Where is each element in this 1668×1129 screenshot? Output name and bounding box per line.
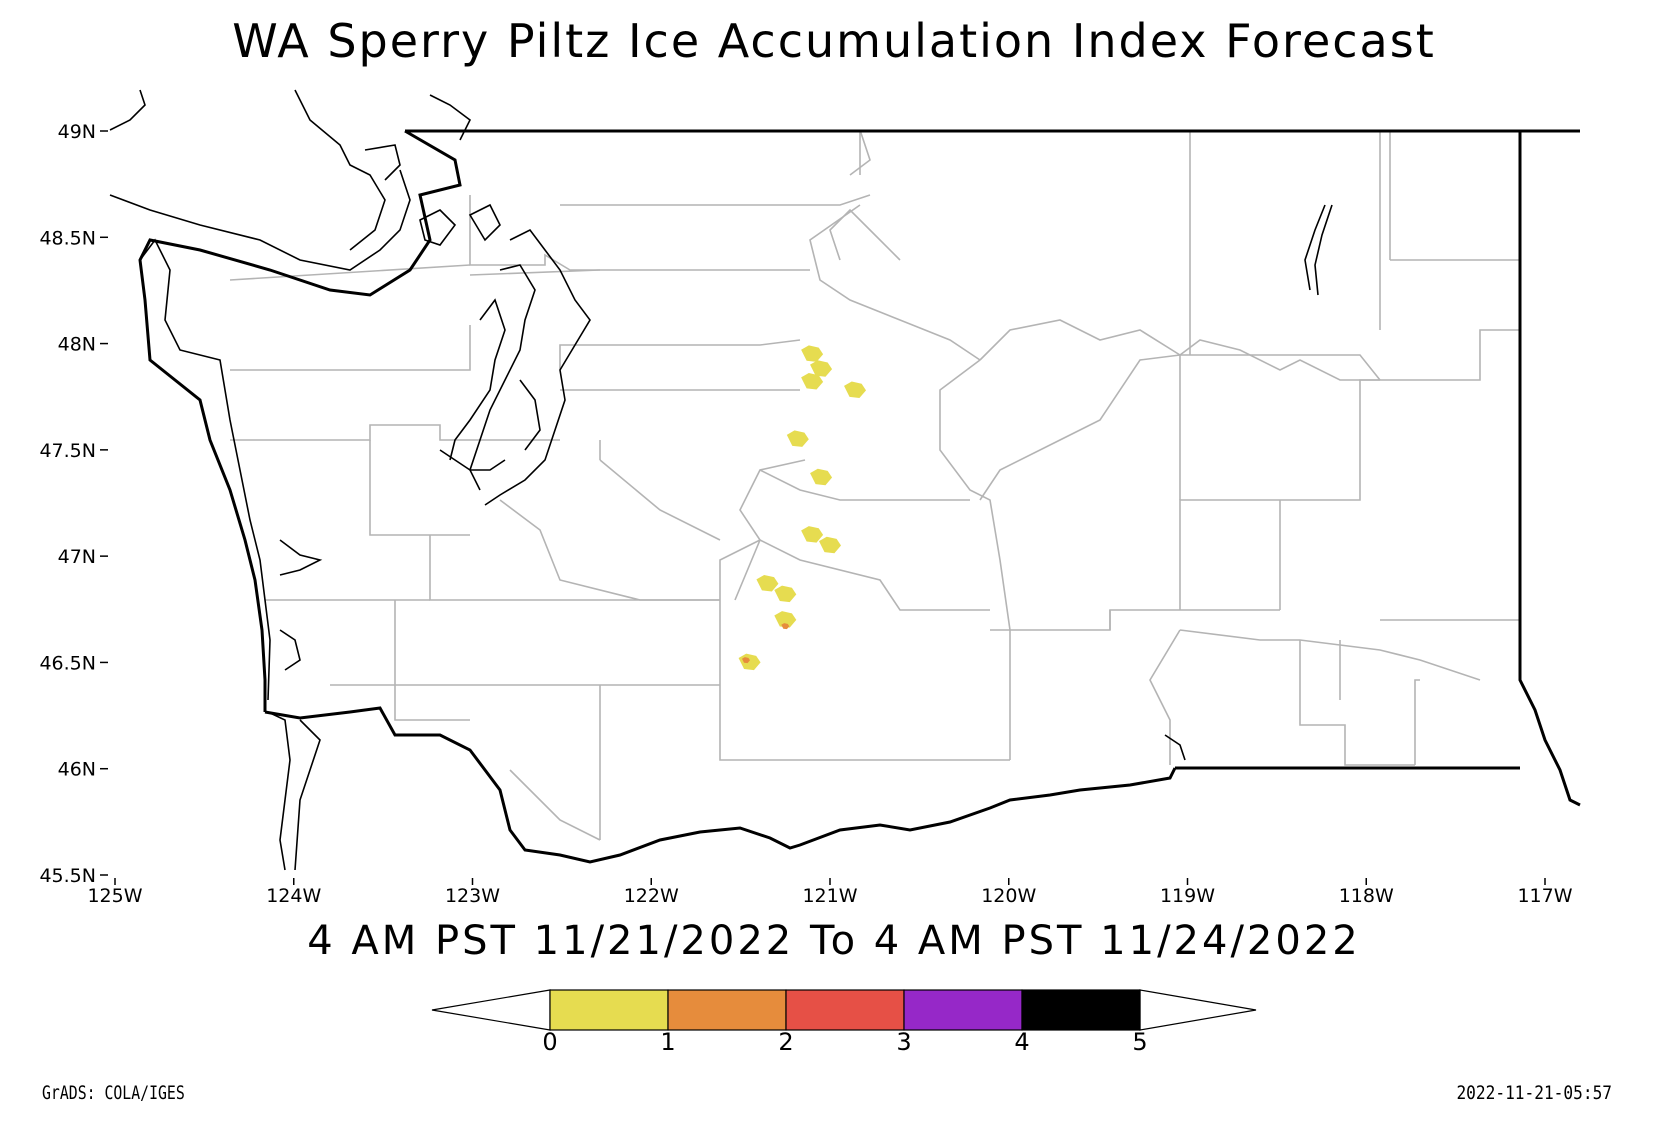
ice-accumulation-patch [801, 345, 824, 362]
ice-accumulation-patch [801, 526, 824, 543]
lon-tick-label: 122W [624, 885, 679, 907]
ice-accumulation-patch [756, 574, 779, 592]
ice-accumulation-patch [786, 430, 809, 447]
colorbar-label: 5 [1132, 1028, 1147, 1056]
software-credit: GrADS: COLA/IGES [42, 1082, 185, 1104]
river-outline [1164, 204, 1333, 761]
lat-tick-label: 46N [58, 759, 96, 781]
ice-accumulation-patch [781, 623, 790, 630]
lat-tick-label: 45.5N [39, 865, 96, 887]
ice-accumulation-patch [774, 585, 797, 603]
colorbar-label: 3 [896, 1028, 911, 1056]
colorbar-swatch [549, 989, 669, 1031]
colorbar-swatch [903, 989, 1023, 1031]
ice-accumulation-patch [741, 657, 750, 664]
colorbar-right-arrow [1139, 989, 1257, 1031]
ice-accumulation-patch [738, 653, 761, 671]
lon-tick-label: 117W [1517, 885, 1572, 907]
lat-tick-label: 47N [58, 546, 96, 568]
lat-tick-label: 48N [58, 334, 96, 356]
map-title: WA Sperry Piltz Ice Accumulation Index F… [232, 14, 1436, 68]
colorbar: 0 1 2 3 4 5 [431, 989, 1257, 1056]
ice-accumulation-patch [810, 360, 833, 377]
colorbar-swatch [785, 989, 905, 1031]
ice-accumulation-patch [801, 373, 824, 390]
coastline [109, 89, 591, 871]
lat-tick-label: 47.5N [39, 440, 96, 462]
lat-tick-label: 46.5N [39, 652, 96, 674]
lon-tick-label: 118W [1339, 885, 1394, 907]
colorbar-swatch [667, 989, 787, 1031]
lat-tick-label: 48.5N [39, 227, 96, 249]
valid-period: 4 AM PST 11/21/2022 To 4 AM PST 11/24/20… [307, 918, 1361, 964]
lon-tick-label: 123W [445, 885, 500, 907]
lon-tick-label: 120W [981, 885, 1036, 907]
state-boundary [138, 129, 1581, 864]
ice-accumulation-shading [738, 345, 867, 671]
ice-accumulation-patch [774, 611, 797, 628]
colorbar-label: 0 [542, 1028, 557, 1056]
lon-tick-label: 124W [266, 885, 321, 907]
colorbar-label: 1 [660, 1028, 675, 1056]
ice-accumulation-patch [810, 468, 833, 486]
ice-accumulation-patch [844, 381, 867, 399]
colorbar-label: 4 [1014, 1028, 1029, 1056]
county-boundaries [229, 129, 1521, 841]
lon-tick-label: 121W [802, 885, 857, 907]
lon-tick-label: 119W [1160, 885, 1215, 907]
latitude-axis: 49N 48.5N 48N 47.5N 47N 46.5N 46N 45.5N [39, 121, 108, 887]
timestamp: 2022-11-21-05:57 [1456, 1082, 1612, 1104]
colorbar-left-arrow [431, 989, 551, 1031]
ice-accumulation-patch [819, 536, 841, 554]
colorbar-swatch [1021, 989, 1141, 1031]
lon-tick-label: 125W [87, 885, 142, 907]
colorbar-label: 2 [778, 1028, 793, 1056]
longitude-axis: 125W 124W 123W 122W 121W 120W 119W 118W 117W [87, 878, 1573, 907]
lat-tick-label: 49N [58, 121, 96, 143]
